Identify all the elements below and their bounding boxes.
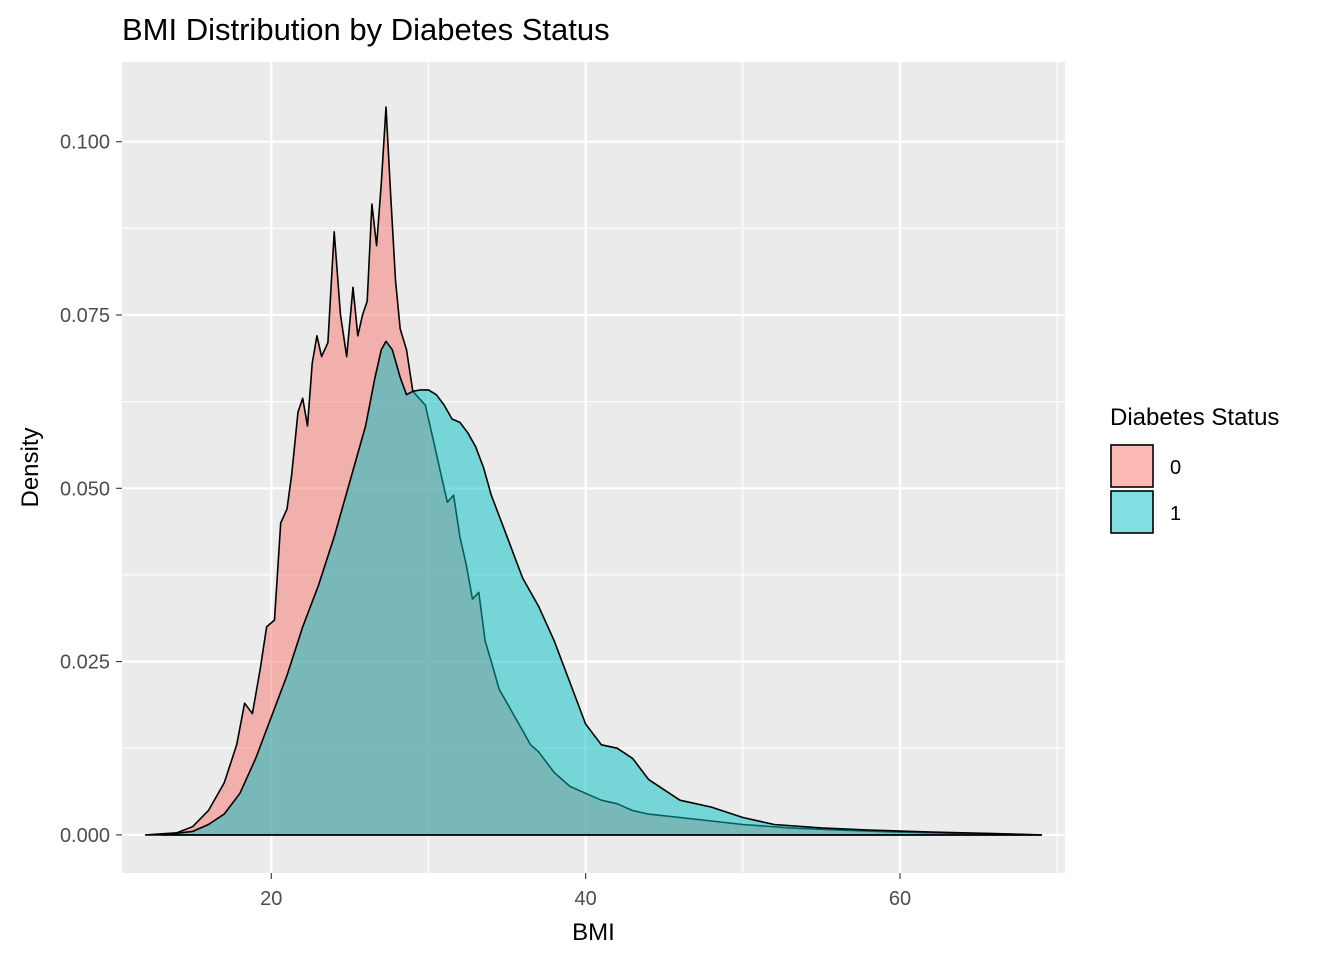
x-axis-title: BMI (572, 919, 615, 946)
legend-items: 01 (1110, 444, 1181, 534)
legend-label-0: 0 (1170, 457, 1181, 479)
x-tick-label: 60 (889, 888, 911, 910)
y-tick-label: 0.100 (60, 132, 110, 154)
x-tick-label: 20 (260, 888, 282, 910)
y-axis-ticks: 0.000 0.025 0.050 0.075 0.100 (60, 132, 122, 847)
x-tick-label: 40 (575, 888, 597, 910)
legend: Diabetes Status 01 (1110, 404, 1279, 534)
y-tick-label: 0.000 (60, 825, 110, 847)
density-area-series-1 (160, 340, 1043, 836)
legend-key-1 (1110, 490, 1154, 534)
y-tick-label: 0.050 (60, 478, 110, 500)
y-axis-title: Density (17, 427, 44, 507)
y-tick-label: 0.075 (60, 305, 110, 327)
y-tick-label: 0.025 (60, 652, 110, 674)
x-axis-ticks: 20 40 60 (260, 873, 911, 910)
legend-key-0 (1110, 444, 1154, 488)
legend-label-1: 1 (1170, 503, 1181, 525)
chart-title: BMI Distribution by Diabetes Status (122, 12, 610, 47)
density-areas (144, 106, 1043, 836)
legend-title: Diabetes Status (1110, 404, 1279, 431)
